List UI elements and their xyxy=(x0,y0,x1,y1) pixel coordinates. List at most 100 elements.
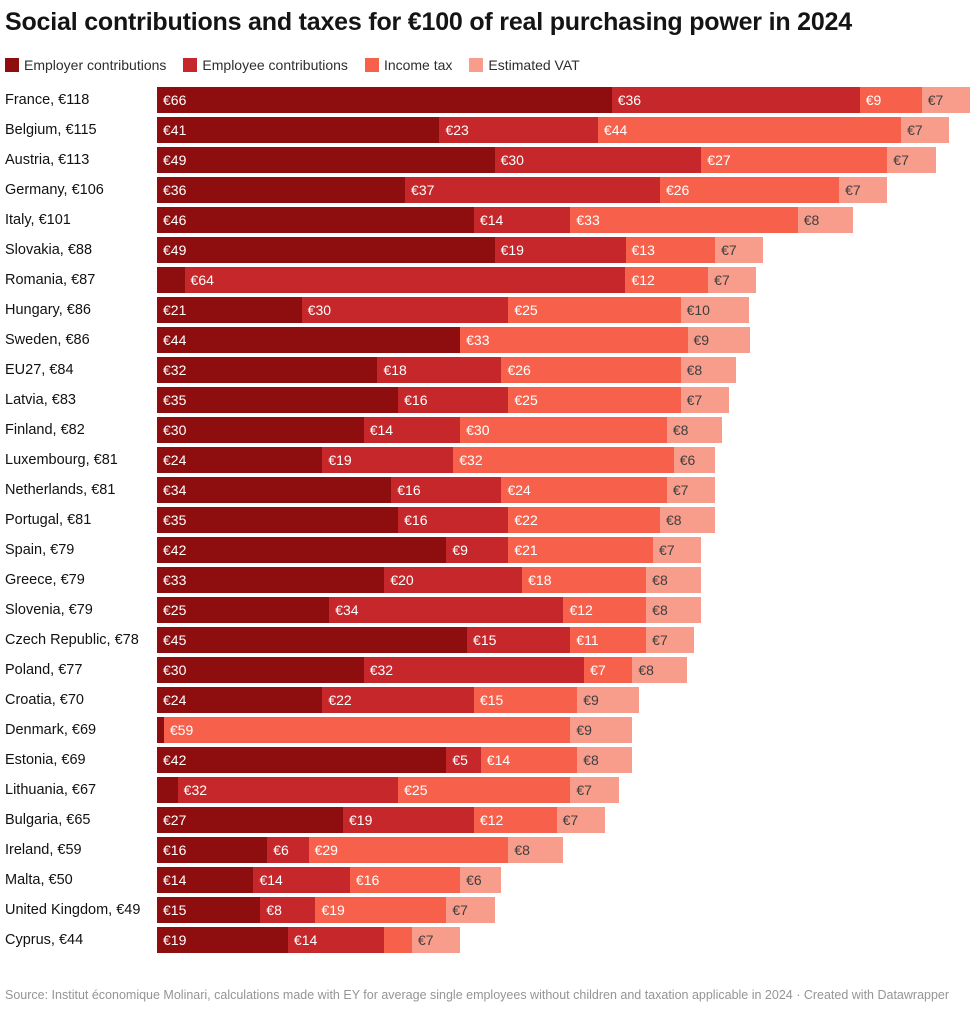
segment-value-label: €14 xyxy=(163,872,187,888)
segment-value-label: €26 xyxy=(665,182,690,198)
bar-segment-employee-contributions: €30 xyxy=(494,147,702,173)
segment-value-label: €8 xyxy=(665,512,682,528)
country-label: Estonia, €69 xyxy=(5,752,86,768)
bar-segment-estimated-vat: €7 xyxy=(446,897,495,923)
stacked-bar: €33 €20 €18 €8 xyxy=(157,567,970,593)
legend-label: Income tax xyxy=(383,57,453,73)
segment-value-label: €24 xyxy=(163,452,187,468)
country-label: EU27, €84 xyxy=(5,362,74,378)
bar-segment-employer-contributions: €42 xyxy=(157,537,447,563)
bar-segment-employee-contributions: €19 xyxy=(322,447,454,473)
segment-value-label: €13 xyxy=(631,242,655,258)
segment-value-label: €16 xyxy=(404,512,428,528)
bar-segment-income-tax: €24 xyxy=(501,477,667,503)
bar-segment-estimated-vat: €9 xyxy=(687,327,750,353)
country-label: Netherlands, €81 xyxy=(5,482,116,498)
segment-value-label: €9 xyxy=(452,542,468,558)
chart-row: Finland, €82 €30 €14 €30 €8 xyxy=(0,415,974,445)
bar-segment-employee-contributions: €15 xyxy=(467,627,571,653)
segment-value-label: €49 xyxy=(163,242,187,258)
segment-value-label: €42 xyxy=(163,542,187,558)
bar-segment-estimated-vat: €7 xyxy=(646,627,695,653)
bar-segment-employee-contributions: €22 xyxy=(322,687,474,713)
legend-label: Estimated VAT xyxy=(488,57,580,73)
bar-segment-employer-contributions: €32 xyxy=(157,357,378,383)
segment-value-label: €66 xyxy=(163,92,187,108)
stacked-bar: €46 €14 €33 €8 xyxy=(157,207,970,233)
segment-value-label: €6 xyxy=(273,842,289,858)
bar-segment-employee-contributions: €5 xyxy=(446,747,481,773)
stacked-bar: €24 €22 €15 €9 xyxy=(157,687,970,713)
segment-value-label: €35 xyxy=(163,512,187,528)
bar-segment-employer-contributions: €49 xyxy=(157,147,495,173)
segment-value-label: €24 xyxy=(163,692,187,708)
bar-segment-income-tax: €33 xyxy=(570,207,798,233)
legend-swatch-icon xyxy=(5,58,19,72)
segment-value-label: €12 xyxy=(479,812,504,828)
segment-value-label: €8 xyxy=(583,752,599,768)
stacked-bar: €49 €30 €27 €7 xyxy=(157,147,970,173)
segment-value-label: €7 xyxy=(672,482,689,498)
country-label: Germany, €106 xyxy=(5,182,104,198)
bar-segment-employer-contributions: €44 xyxy=(157,327,461,353)
legend-item-income-tax: Income tax xyxy=(364,57,453,73)
chart-row: Slovenia, €79 €25 €34 €12 €8 xyxy=(0,595,974,625)
chart-row: Hungary, €86 €21 €30 €25 €10 xyxy=(0,295,974,325)
segment-value-label: €35 xyxy=(163,392,187,408)
chart-row: United Kingdom, €49 €15 €8 €19 €7 xyxy=(0,895,974,925)
country-label: Romania, €87 xyxy=(5,272,96,288)
segment-value-label: €14 xyxy=(479,212,504,228)
segment-value-label: €21 xyxy=(514,542,538,558)
bar-segment-income-tax: €12 xyxy=(563,597,647,623)
bar-segment-employer-contributions: €49 xyxy=(157,237,495,263)
segment-value-label: €37 xyxy=(411,182,435,198)
bar-segment-income-tax: €14 xyxy=(480,747,578,773)
bar-segment-employer-contributions: €30 xyxy=(157,417,364,443)
country-label: Bulgaria, €65 xyxy=(5,812,91,828)
segment-value-label: €7 xyxy=(721,242,737,258)
bar-segment-employer-contributions: €35 xyxy=(157,507,399,533)
stacked-bar: €14 €14 €16 €6 xyxy=(157,867,970,893)
bar-segment-employee-contributions: €20 xyxy=(384,567,523,593)
bar-segment-employer-contributions: €33 xyxy=(157,567,385,593)
chart-row: Cyprus, €44 €19 €14 €7 xyxy=(0,925,974,955)
segment-value-label: €7 xyxy=(907,122,923,138)
bar-segment-employee-contributions: €16 xyxy=(398,387,509,413)
stacked-bar: €19 €14 €7 xyxy=(157,927,970,953)
country-label: Hungary, €86 xyxy=(5,302,91,318)
bar-segment-estimated-vat: €7 xyxy=(921,87,970,113)
source-note: Source: Institut économique Molinari, ca… xyxy=(5,988,950,1002)
country-label: United Kingdom, €49 xyxy=(5,902,141,918)
bar-segment-income-tax: €59 xyxy=(163,717,571,743)
country-label: Malta, €50 xyxy=(5,872,73,888)
segment-value-label: €27 xyxy=(707,152,731,168)
segment-value-label: €25 xyxy=(163,602,187,618)
segment-value-label: €11 xyxy=(576,632,599,648)
segment-value-label: €7 xyxy=(576,782,592,798)
segment-value-label: €36 xyxy=(163,182,187,198)
stacked-bar: €35 €16 €25 €7 xyxy=(157,387,970,413)
bar-segment-estimated-vat: €7 xyxy=(901,117,950,143)
stacked-bar: €36 €37 €26 €7 xyxy=(157,177,970,203)
bar-segment-employee-contributions: €14 xyxy=(253,867,350,893)
bar-segment-employer-contributions: €45 xyxy=(157,627,468,653)
chart-row: Luxembourg, €81 €24 €19 €32 €6 xyxy=(0,445,974,475)
chart-row: Lithuania, €67 €32 €25 €7 xyxy=(0,775,974,805)
bar-segment-income-tax: €26 xyxy=(659,177,840,203)
segment-value-label: €32 xyxy=(163,362,187,378)
segment-value-label: €19 xyxy=(321,902,345,918)
country-label: Slovenia, €79 xyxy=(5,602,93,618)
country-label: Portugal, €81 xyxy=(5,512,92,528)
stacked-bar: €35 €16 €22 €8 xyxy=(157,507,970,533)
segment-value-label: €7 xyxy=(927,92,944,108)
chart-row: EU27, €84 €32 €18 €26 €8 xyxy=(0,355,974,385)
segment-value-label: €12 xyxy=(569,602,593,618)
bar-segment-employer-contributions: €35 xyxy=(157,387,399,413)
bar-segment-estimated-vat: €7 xyxy=(839,177,888,203)
chart-row: Croatia, €70 €24 €22 €15 €9 xyxy=(0,685,974,715)
bar-segment-employee-contributions: €34 xyxy=(329,597,564,623)
bar-segment-employee-contributions: €16 xyxy=(391,477,502,503)
bar-segment-income-tax: €27 xyxy=(701,147,888,173)
country-label: Poland, €77 xyxy=(5,662,83,678)
segment-value-label: €18 xyxy=(528,572,552,588)
